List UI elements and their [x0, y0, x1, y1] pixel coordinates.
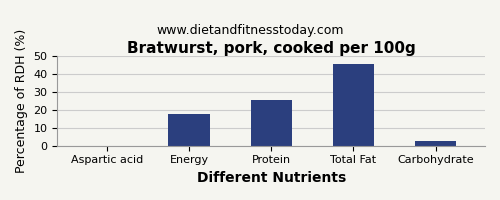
Text: www.dietandfitnesstoday.com: www.dietandfitnesstoday.com: [156, 24, 344, 37]
Bar: [168, 114, 209, 146]
Bar: [333, 64, 374, 146]
X-axis label: Different Nutrients: Different Nutrients: [196, 171, 346, 185]
Bar: [250, 100, 292, 146]
Bar: [415, 141, 456, 146]
Title: Bratwurst, pork, cooked per 100g: Bratwurst, pork, cooked per 100g: [127, 41, 416, 56]
Y-axis label: Percentage of RDH (%): Percentage of RDH (%): [15, 29, 28, 173]
